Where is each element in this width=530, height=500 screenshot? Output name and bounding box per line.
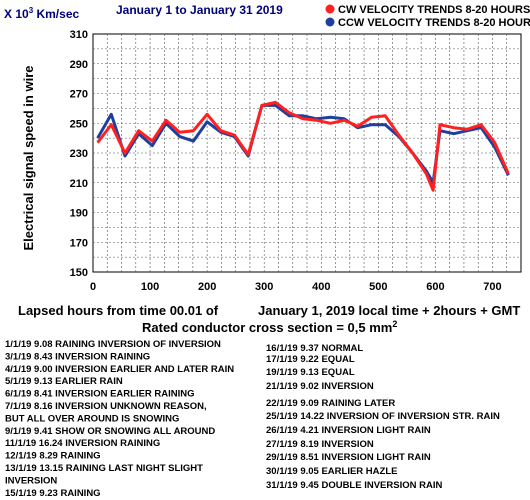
annotation-left: 7/1/19 8.16 INVERSION UNKNOWN REASON, — [5, 401, 207, 412]
x-tick-label: 0 — [90, 281, 96, 293]
annotation-right: 19/1/19 9.13 EQUAL — [266, 367, 355, 378]
annotation-left: 13/1/19 13.15 RAINING LAST NIGHT SLIGHT — [5, 463, 203, 474]
annotation-right: 16/1/19 9.37 NORMAL — [266, 343, 363, 354]
x-tick-label: 700 — [483, 281, 501, 293]
legend-marker — [325, 17, 335, 27]
annotation-left: 5/1/19 9.13 EARLIER RAIN — [5, 376, 123, 387]
annotation-right: 21/1/19 9.02 INVERSION — [266, 381, 374, 392]
annotations-left: 1/1/19 9.08 RAINING INVERSION OF INVERSI… — [5, 339, 234, 499]
y-tick-label: 210 — [70, 178, 88, 190]
x-tick-label: 100 — [141, 281, 159, 293]
annotation-left: 1/1/19 9.08 RAINING INVERSION OF INVERSI… — [5, 339, 221, 350]
x-tick-label: 200 — [198, 281, 216, 293]
y-tick-label: 270 — [70, 89, 88, 101]
x-tick-label: 600 — [426, 281, 444, 293]
y-ticks: 150 170 190 210 230 250 270 290 310 — [70, 29, 88, 279]
annotation-right: 22/1/19 9.09 RAINING LATER — [266, 398, 395, 409]
y-axis-label: Electrical signal speed in wire — [21, 66, 36, 251]
annotation-left: 6/1/19 8.41 INVERSION EARLIER RAINING — [5, 389, 195, 400]
y-tick-label: 250 — [70, 118, 88, 130]
annotation-right: 30/1/19 9.05 EARLIER HAZLE — [266, 466, 397, 477]
legend-entry: CCW VELOCITY TRENDS 8-20 HOURS — [338, 17, 530, 29]
x-axis-label-left: Lapsed hours from time 00.01 of — [18, 303, 219, 318]
annotation-right: 17/1/19 9.22 EQUAL — [266, 354, 355, 365]
annotation-left: 3/1/19 8.43 INVERSION RAINING — [5, 351, 150, 362]
legend-marker — [325, 4, 335, 14]
y-tick-label: 290 — [70, 59, 88, 71]
annotation-left: 11/1/19 16.24 INVERSION RAINING — [5, 438, 160, 449]
y-tick-label: 310 — [70, 29, 88, 41]
annotation-left: 4/1/19 9.00 INVERSION EARLIER AND LATER … — [5, 364, 234, 375]
series-lines — [96, 100, 510, 192]
annotation-left: 15/1/19 9.23 RAINING — [5, 488, 101, 499]
annotation-left: BUT ALL OVER AROUND IS SNOWING — [5, 413, 179, 424]
x-tick-label: 400 — [312, 281, 330, 293]
annotation-left: 9/1/19 9.41 SHOW OR SNOWING ALL AROUND — [5, 426, 215, 437]
chart-title: January 1 to January 31 2019 — [116, 3, 283, 17]
y-unit-label: X 103 Km/sec — [4, 6, 79, 21]
y-tick-label: 170 — [70, 237, 88, 249]
grid — [92, 33, 522, 273]
annotation-left: INVERSION — [5, 475, 57, 486]
y-tick-label: 230 — [70, 148, 88, 160]
x-ticks: 0 100 200 300 400 500 600 700 — [90, 281, 502, 293]
x-axis-label-line2: Rated conductor cross section = 0,5 mm2 — [142, 319, 397, 335]
series-line-cw — [96, 100, 510, 192]
y-tick-label: 190 — [70, 208, 88, 220]
x-tick-label: 500 — [369, 281, 387, 293]
annotation-right: 26/1/19 4.21 INVERSION LIGHT RAIN — [266, 425, 431, 436]
annotation-right: 25/1/19 14.22 INVERSION OF INVERSION STR… — [266, 411, 500, 422]
y-tick-label: 150 — [70, 267, 88, 279]
legend-entry: CW VELOCITY TRENDS 8-20 HOURS — [338, 4, 530, 16]
annotation-right: 31/1/19 9.45 DOUBLE INVERSION RAIN — [266, 480, 442, 491]
annotation-right: 29/1/19 8.51 INVERSION LIGHT RAIN — [266, 452, 431, 463]
annotation-left: 12/1/19 8.29 RAINING — [5, 451, 101, 462]
annotation-right: 27/1/19 8.19 INVERSION — [266, 439, 374, 450]
x-axis-label-right: January 1, 2019 local time + 2hours + GM… — [258, 303, 520, 318]
x-tick-label: 300 — [255, 281, 273, 293]
